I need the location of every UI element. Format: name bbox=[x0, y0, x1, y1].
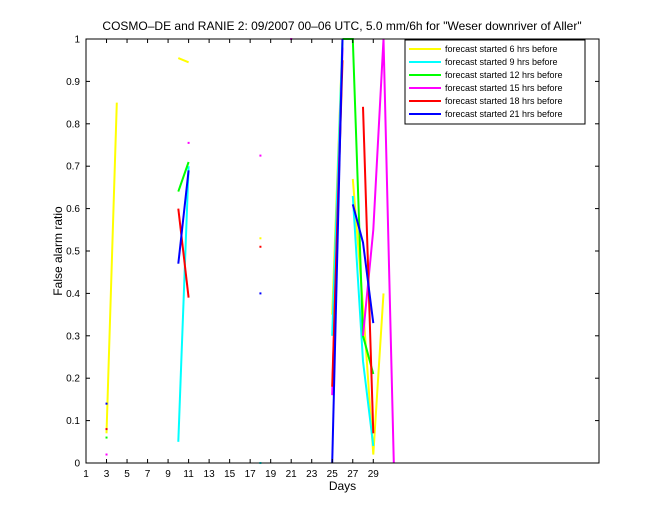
series-layer bbox=[105, 38, 395, 464]
y-tick-label: 0.1 bbox=[66, 416, 80, 427]
x-tick-label: 17 bbox=[245, 469, 257, 480]
legend-entry: forecast started 18 hrs before bbox=[445, 96, 563, 106]
series-line bbox=[177, 208, 190, 298]
x-axis: 1 3 5 7 9 11 13 15 17 19 21 23 25 27 29 bbox=[83, 39, 379, 480]
x-tick-label: 13 bbox=[204, 469, 216, 480]
x-tick-label: 29 bbox=[368, 469, 380, 480]
x-tick-label: 19 bbox=[265, 469, 277, 480]
series-line bbox=[177, 166, 190, 442]
x-tick-label: 1 bbox=[83, 469, 89, 480]
legend-entry: forecast started 21 hrs before bbox=[445, 109, 563, 119]
x-tick-label: 27 bbox=[347, 469, 359, 480]
series-line bbox=[331, 38, 344, 464]
series-line bbox=[351, 178, 385, 455]
series-line bbox=[177, 170, 190, 264]
series-line bbox=[351, 204, 375, 324]
y-tick-label: 0.5 bbox=[66, 247, 80, 258]
x-tick-label: 21 bbox=[286, 469, 298, 480]
chart-title: COSMO–DE and RANIE 2: 09/2007 00–06 UTC,… bbox=[102, 19, 581, 33]
x-tick-label: 9 bbox=[165, 469, 171, 480]
y-tick-label: 1 bbox=[74, 35, 80, 46]
x-tick-label: 3 bbox=[104, 469, 110, 480]
x-tick-label: 15 bbox=[224, 469, 236, 480]
y-axis-label: False alarm ratio bbox=[51, 206, 65, 296]
y-tick-label: 0.9 bbox=[66, 77, 80, 88]
y-tick-label: 0.2 bbox=[66, 374, 80, 385]
y-tick-label: 0.3 bbox=[66, 331, 80, 342]
series-line bbox=[177, 57, 189, 64]
legend-entry: forecast started 12 hrs before bbox=[445, 70, 563, 80]
y-tick-label: 0.7 bbox=[66, 162, 80, 173]
x-tick-label: 5 bbox=[124, 469, 130, 480]
x-tick-label: 11 bbox=[183, 469, 194, 480]
y-axis: 0 0.1 0.2 0.3 0.4 0.5 0.6 0.7 0.8 0.9 1 bbox=[66, 35, 599, 470]
x-tick-label: 23 bbox=[306, 469, 318, 480]
y-tick-label: 0.6 bbox=[66, 204, 80, 215]
legend-box bbox=[404, 39, 586, 125]
x-tick-label: 25 bbox=[327, 469, 339, 480]
series-line bbox=[362, 106, 375, 434]
series-line bbox=[351, 195, 375, 447]
legend-entry: forecast started 15 hrs before bbox=[445, 83, 563, 93]
legend: forecast started 6 hrs before forecast st… bbox=[404, 39, 586, 125]
legend-entry: forecast started 9 hrs before bbox=[445, 57, 558, 67]
y-tick-label: 0 bbox=[74, 459, 80, 470]
series-line bbox=[177, 161, 190, 192]
x-tick-label: 7 bbox=[145, 469, 151, 480]
legend-entry: forecast started 6 hrs before bbox=[445, 44, 558, 54]
series-line bbox=[105, 102, 118, 434]
y-tick-label: 0.8 bbox=[66, 119, 80, 130]
series-6 bbox=[105, 38, 375, 464]
x-axis-label: Days bbox=[329, 479, 356, 493]
y-tick-label: 0.4 bbox=[66, 289, 80, 300]
